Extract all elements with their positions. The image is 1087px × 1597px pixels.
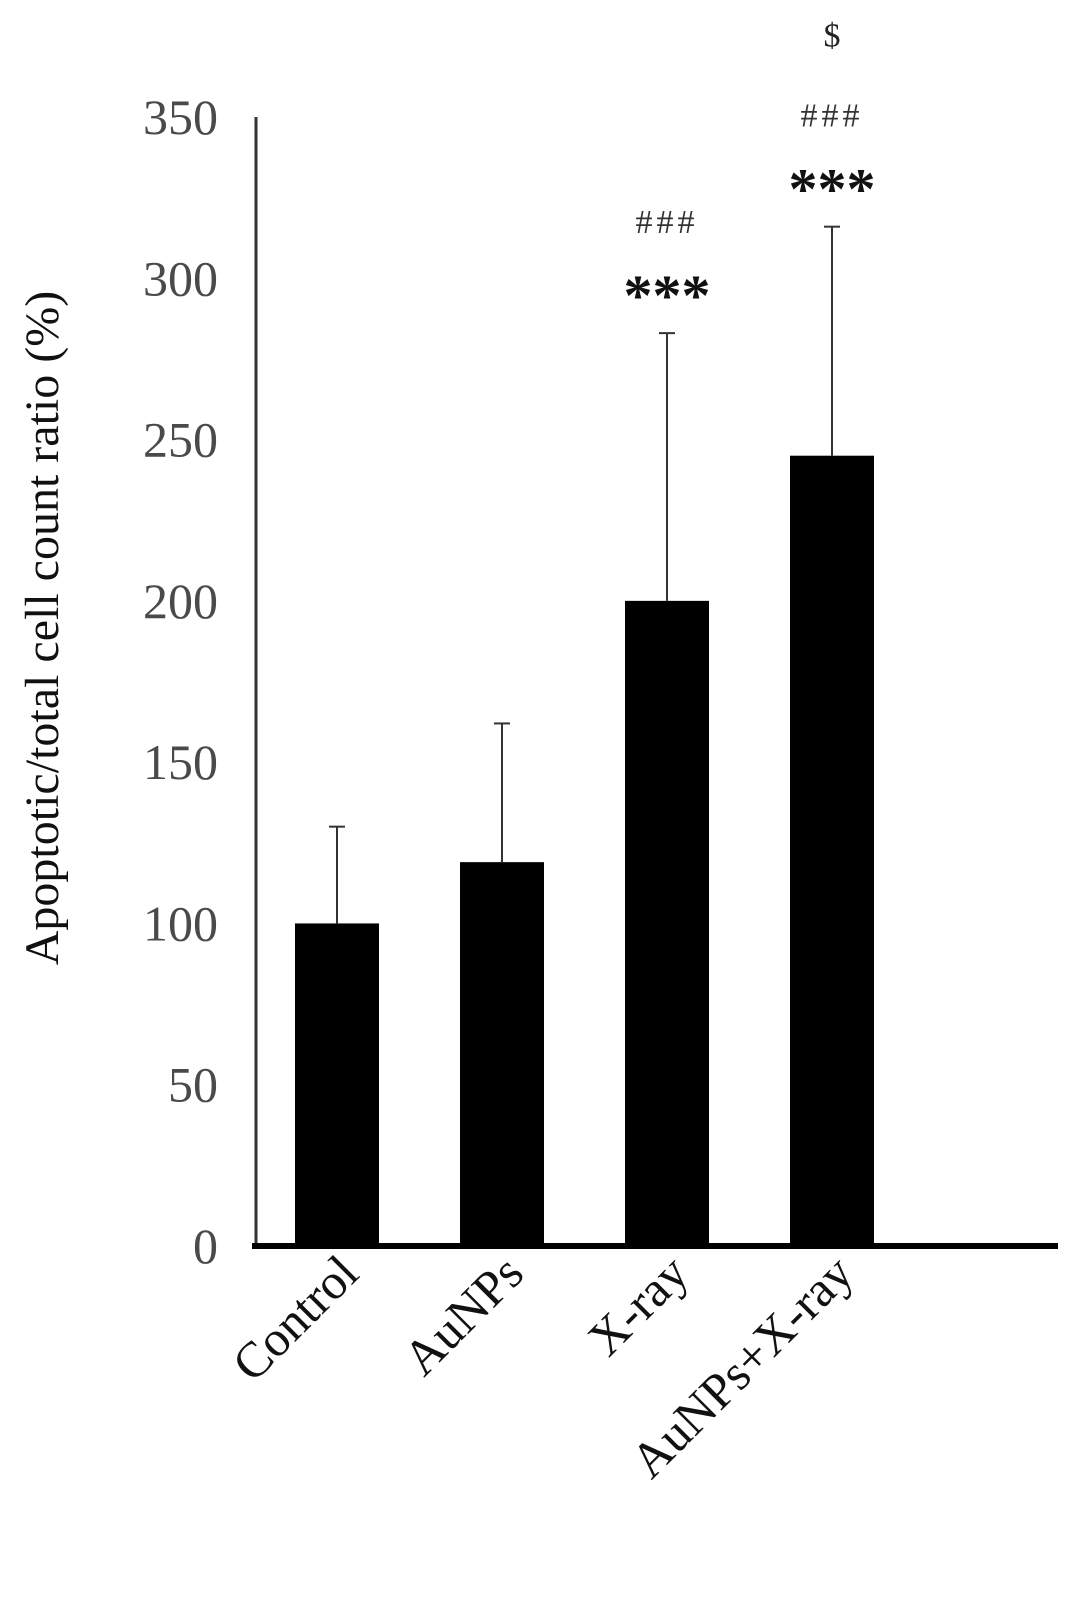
y-tick-label: 200: [143, 573, 218, 629]
bar: [790, 455, 874, 1246]
significance-stars: ***: [789, 157, 876, 222]
bar: [625, 600, 709, 1246]
y-axis-ticks: 0 50 100 150 200 250 300 350: [143, 89, 218, 1274]
significance-stars: ***: [624, 263, 711, 328]
x-tick-label: X-ray: [577, 1244, 699, 1366]
x-tick-label: Control: [221, 1244, 369, 1392]
significance-dollar: $: [824, 18, 841, 55]
y-tick-label: 300: [143, 250, 218, 306]
bar: [295, 923, 379, 1246]
significance-hashes: ###: [801, 98, 864, 135]
significance-hashes: ###: [636, 204, 699, 241]
y-tick-label: 350: [143, 89, 218, 145]
bars: [295, 455, 874, 1246]
y-tick-label: 250: [143, 412, 218, 468]
y-tick-label: 100: [143, 895, 218, 951]
y-tick-label: 0: [193, 1218, 218, 1274]
y-tick-label: 150: [143, 734, 218, 790]
y-axis-title: Apoptotic/total cell count ratio (%): [16, 291, 69, 965]
error-bars: [329, 225, 840, 924]
bar: [460, 862, 544, 1246]
y-tick-label: 50: [168, 1057, 218, 1113]
x-tick-label: AuNPs: [392, 1244, 534, 1386]
significance-annotations: *** ### *** ### $: [624, 18, 876, 328]
